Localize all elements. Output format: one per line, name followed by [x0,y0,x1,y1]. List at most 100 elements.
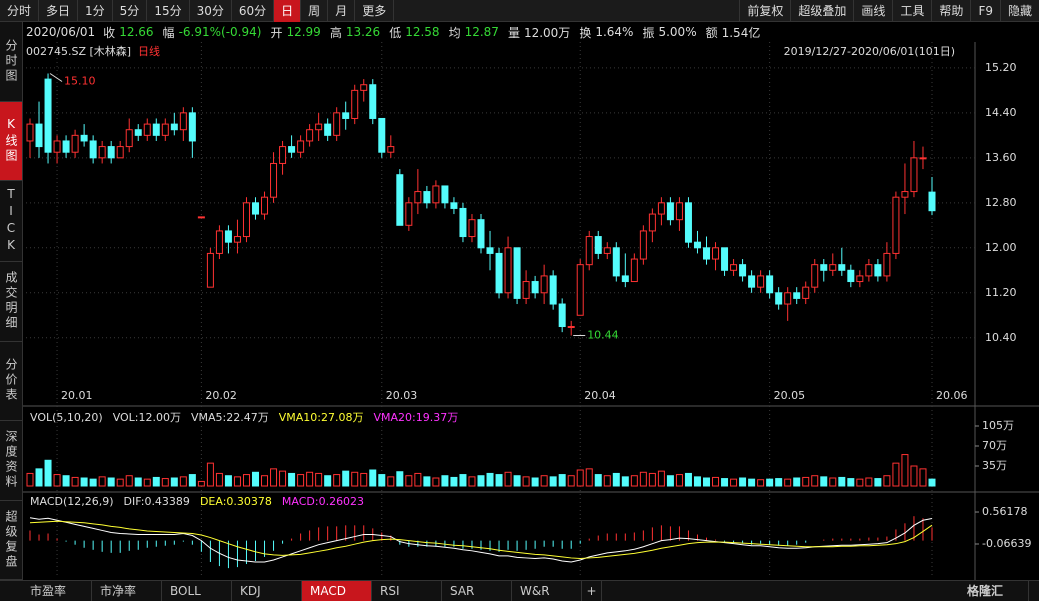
period-button[interactable]: 日 [274,0,302,22]
candle-body [712,247,720,260]
indicator-tab[interactable]: RSI [372,581,442,601]
candle-body [793,292,801,299]
info-value: 12.58 [405,25,440,39]
indicator-tab[interactable]: SAR [442,581,512,601]
period-button[interactable]: 15分 [147,0,190,22]
volume-bar [477,475,485,487]
volume-bar [233,476,241,487]
indicator-tab[interactable]: 市净率 [92,581,162,601]
candle-body [378,117,386,153]
side-tab[interactable]: 超级复盘 [0,501,22,580]
tool-button[interactable]: 工具 [892,0,931,22]
candle-body [495,252,503,294]
period-button[interactable]: 多日 [39,0,79,22]
candle-body [522,281,530,299]
candle-body [856,275,864,283]
candle-body [703,247,710,260]
period-button[interactable]: 1分 [78,0,113,22]
candle-body [784,292,792,305]
tool-button[interactable]: F9 [970,0,1000,22]
candle-body [107,146,115,159]
y-tick-label: 12.00 [985,241,1017,254]
candle-body [324,123,332,136]
candle-body [270,162,278,198]
volume-bar [261,475,269,487]
candle-body [865,264,873,277]
volume-bar [423,476,431,487]
volume-bar [53,474,61,487]
period-button[interactable]: 5分 [113,0,148,22]
indicator-tab[interactable]: W&R [512,581,582,601]
period-button[interactable]: 更多 [355,0,395,22]
macd-tick-label: 0.56178 [982,505,1028,518]
volume-bar [585,468,593,487]
side-tab[interactable]: 分价表 [0,342,22,421]
tool-button[interactable]: 前复权 [739,0,790,22]
candle-body [297,140,305,153]
candle-body [594,236,602,254]
add-tab[interactable]: + [582,581,602,601]
info-label: 振 [642,25,655,40]
indicator-tab[interactable]: MACD [302,581,372,601]
period-button[interactable]: 分时 [0,0,40,22]
candle-body [829,264,837,271]
period-button[interactable]: 30分 [190,0,232,22]
annotation-arrow [49,73,63,82]
y-tick-label: 14.40 [985,106,1017,119]
side-tab[interactable]: 分时图 [0,22,22,102]
volume-bar [775,478,783,487]
volume-bar [468,476,476,487]
volume-bar [495,474,503,487]
volume-bar [26,472,34,487]
volume-bar [206,462,214,487]
volume-bar [802,476,810,487]
indicator-tabs: 市盈率 市净率 BOLL KDJ MACD RSI SAR W&R + 格隆汇 [0,580,1039,601]
side-tab[interactable]: K线图 [0,101,22,181]
volume-bar [603,475,611,487]
volume-bar [712,476,720,487]
x-tick-label: 20.03 [386,389,418,402]
volume-bar [757,479,765,487]
period-button[interactable]: 周 [301,0,329,22]
candle-body [170,123,178,131]
symbol: 002745.SZ [木林森] [26,44,131,58]
period-button[interactable]: 60分 [232,0,275,22]
candle-body [576,264,584,316]
date-range: 2019/12/27-2020/06/01(101日) [784,45,955,58]
candle-body [143,123,151,136]
side-tab[interactable]: TICK [0,181,22,262]
candle-body [757,275,765,288]
y-tick-label: 10.40 [985,331,1017,344]
tool-button[interactable]: 超级叠加 [790,0,853,22]
volume-bar [378,474,386,487]
info-date: 2020/06/01 [26,25,96,39]
period-button[interactable]: 月 [328,0,356,22]
candle-body [333,112,341,136]
candle-body [549,275,557,305]
volume-bar [910,465,918,487]
volume-bar [739,477,747,487]
volume-bar [838,476,846,487]
volume-bar [621,476,629,487]
volume-bar [188,474,196,487]
indicator-tab[interactable]: KDJ [232,581,302,601]
candle-body [621,275,629,283]
candle-body [585,236,593,266]
candle-body [838,264,846,271]
candle-body [748,275,756,288]
tool-button[interactable]: 画线 [853,0,892,22]
volume-bar [793,477,801,487]
side-tab[interactable]: 成交明细 [0,262,22,342]
side-tab[interactable]: 深度资料 [0,421,22,501]
tool-button[interactable]: 隐藏 [999,0,1039,22]
volume-bar [504,471,512,487]
candle-body [666,202,674,221]
candle-body [630,258,638,283]
candle-body [342,112,350,119]
indicator-tab[interactable]: BOLL [162,581,232,601]
tool-button[interactable]: 帮助 [931,0,970,22]
indicator-tab[interactable]: 市盈率 [22,581,92,601]
candle-body [26,123,34,142]
candle-body [459,207,467,238]
